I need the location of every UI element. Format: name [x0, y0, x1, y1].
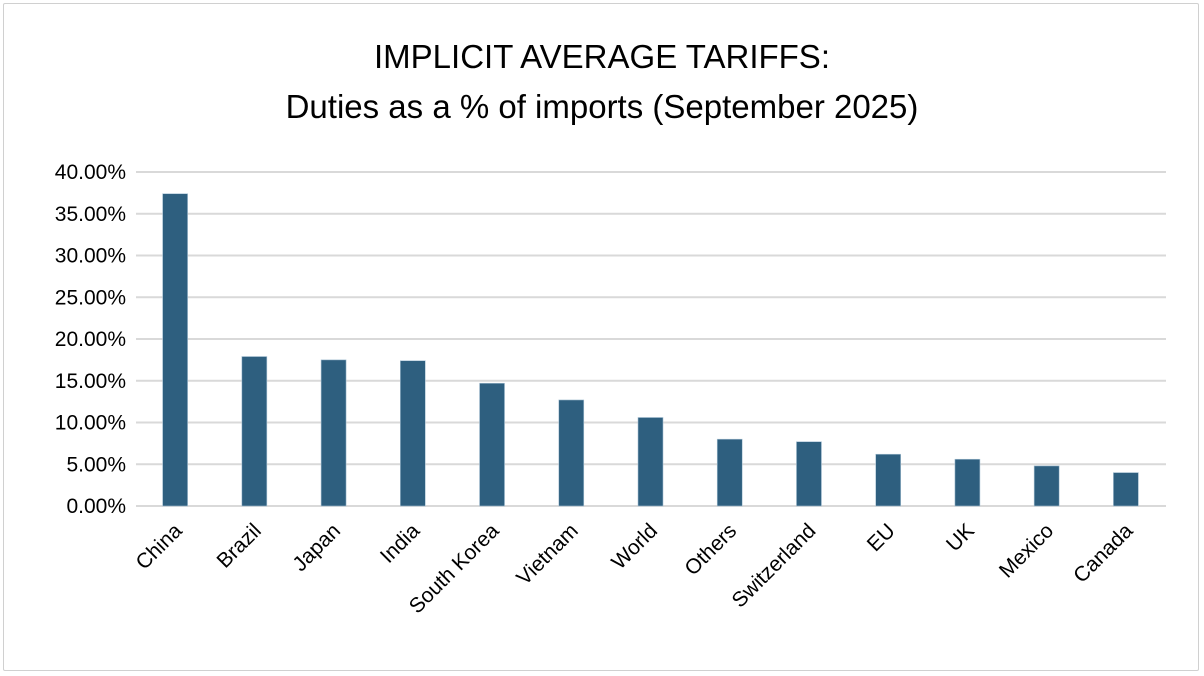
bar-uk — [954, 458, 981, 507]
y-tick-label: 30.00% — [55, 245, 126, 268]
y-tick-label: 10.00% — [55, 412, 126, 435]
x-tick-label: Switzerland — [727, 519, 820, 612]
y-tick-label: 0.00% — [66, 495, 126, 518]
x-tick-label: UK — [942, 519, 979, 556]
bar-vietnam — [558, 399, 585, 507]
bar-others — [716, 438, 743, 507]
y-tick-label: 15.00% — [55, 370, 126, 393]
bar-japan — [320, 359, 347, 507]
bar-china — [162, 193, 188, 507]
y-tick-label: 25.00% — [55, 286, 126, 309]
y-tick-label: 35.00% — [55, 203, 126, 226]
bar-india — [400, 360, 426, 507]
y-tick-label: 40.00% — [55, 161, 126, 184]
x-tick-label: China — [132, 519, 187, 574]
x-tick-label: EU — [863, 519, 900, 556]
bar-eu — [875, 453, 901, 507]
chart-title: IMPLICIT AVERAGE TARIFFS: — [374, 38, 830, 75]
y-tick-label: 20.00% — [55, 328, 126, 351]
x-tick-label: Mexico — [995, 519, 1058, 582]
chart-frame — [3, 3, 1199, 671]
bar-south-korea — [479, 382, 505, 507]
bar-canada — [1113, 472, 1139, 507]
x-tick-label: Brazil — [212, 519, 265, 572]
x-tick-label: World — [607, 519, 662, 574]
x-tick-label: Japan — [288, 519, 345, 576]
bar-brazil — [241, 356, 268, 507]
chart-subtitle: Duties as a % of imports (September 2025… — [285, 88, 919, 125]
x-tick-label: Canada — [1069, 519, 1138, 588]
x-tick-label: Others — [680, 519, 741, 580]
x-tick-label: India — [376, 519, 425, 568]
y-tick-label: 5.00% — [66, 453, 126, 476]
x-tick-label: Vietnam — [512, 519, 582, 589]
bar-world — [637, 417, 664, 507]
bar-switzerland — [796, 441, 822, 507]
bar-mexico — [1033, 465, 1060, 507]
